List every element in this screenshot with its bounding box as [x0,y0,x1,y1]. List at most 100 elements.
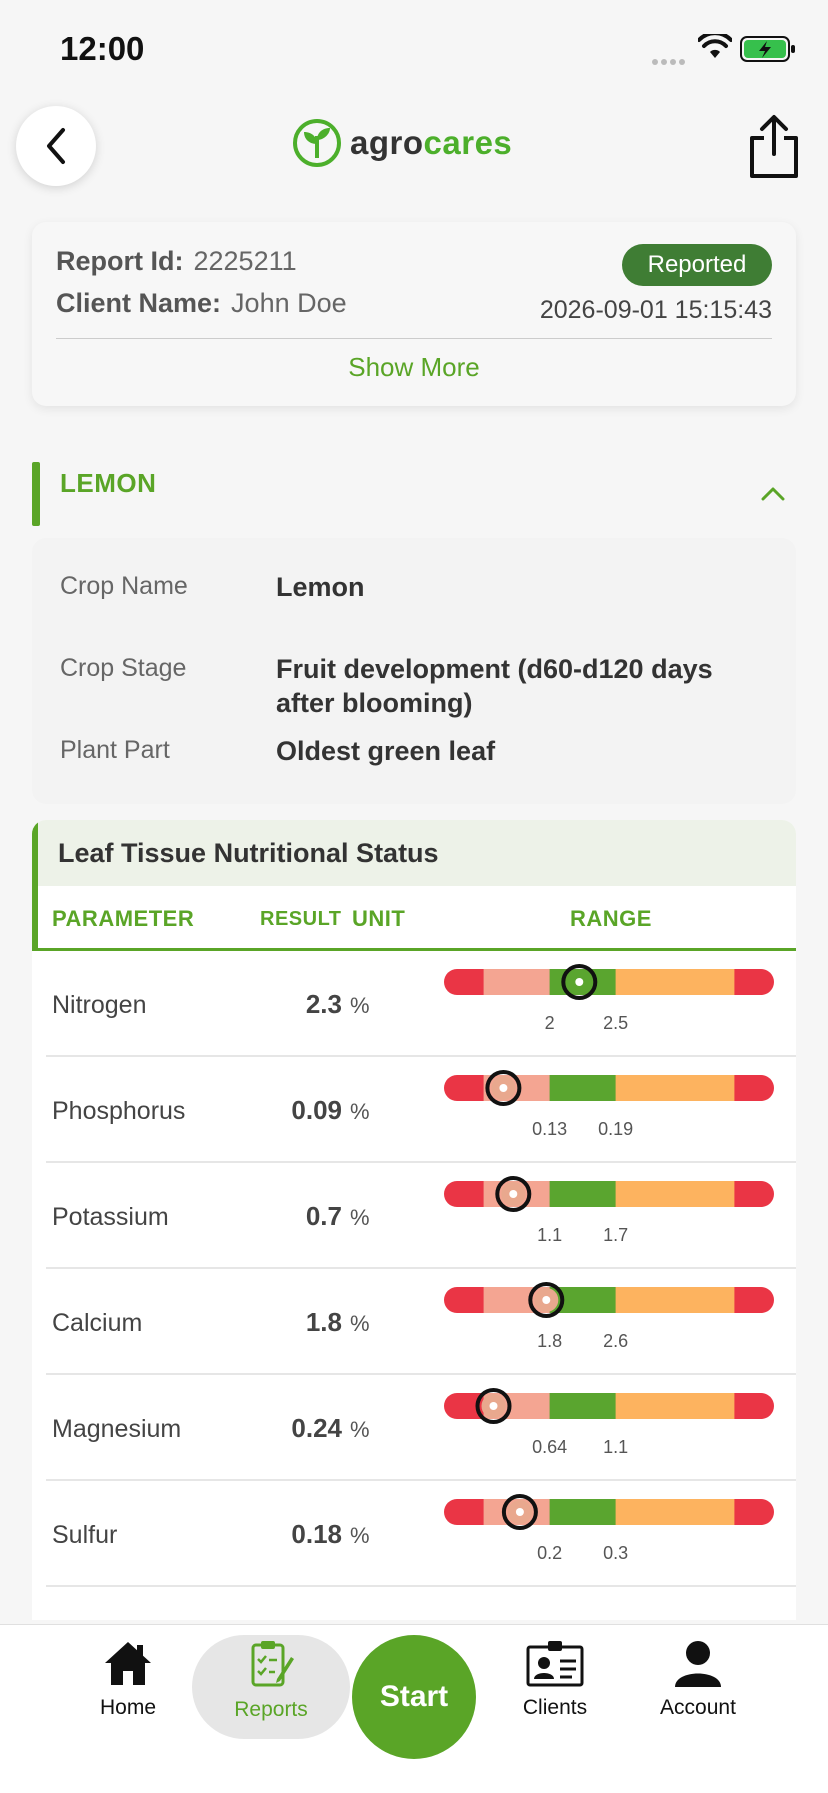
parameter-name: Sulfur [52,1521,118,1549]
parameter-row: Sulfur 0.18% 0.2 0.3 [32,1481,796,1587]
range-bar [444,1494,774,1530]
column-header-unit: UNIT [352,906,406,931]
range-very-low [444,1075,485,1101]
range-high-bound: 1.1 [603,1437,629,1457]
value-marker [561,964,598,1000]
client-name-value: John Doe [231,288,347,318]
range-very-high [734,1181,774,1207]
value-marker-dot [489,1402,498,1410]
range-high [615,1181,735,1207]
row-divider [46,1585,796,1587]
account-icon [675,1641,721,1687]
crop-section-header[interactable]: LEMON [32,462,796,526]
range-optimal [549,1181,617,1207]
client-name-label: Client Name: [56,288,222,318]
parameter-unit: % [350,993,370,1018]
chevron-up-icon[interactable] [760,484,786,502]
nav-clients[interactable]: Clients [495,1639,615,1720]
nutritional-status-title: Leaf Tissue Nutritional Status [58,838,439,868]
parameter-name: Magnesium [52,1415,182,1443]
range-high [615,1075,735,1101]
crop-stage-value: Fruit development (d60-d120 days after b… [276,654,713,718]
range-low-bound: 0.13 [532,1119,568,1139]
row-divider [46,1267,796,1269]
parameter-result: 0.18 [291,1519,342,1549]
crop-details-card: Crop Name Lemon Crop Stage Fruit develop… [32,538,796,804]
value-marker [495,1176,532,1212]
range-very-low [444,1287,485,1313]
range-low-bound: 0.64 [532,1437,568,1457]
column-header-range: RANGE [570,906,652,931]
parameter-result: 0.7 [305,1201,342,1231]
show-more-link[interactable]: Show More [348,352,480,382]
section-accent-bar [32,820,38,948]
reports-icon [251,1641,294,1687]
app-header: agrocares [0,100,828,196]
back-button[interactable] [16,106,96,186]
battery-charging-icon [740,36,795,62]
status-time: 12:00 [60,30,145,67]
header-rule [32,948,796,951]
range-bar [444,1282,774,1318]
row-divider [46,1479,796,1481]
range-very-high [734,1393,774,1419]
parameter-row: Nitrogen 2.3% 2 2.5 [32,951,796,1057]
range-very-high [734,1075,774,1101]
parameter-name: Phosphorus [52,1097,186,1125]
range-high [615,1393,735,1419]
brand-suffix: cares [423,124,513,161]
crop-section-title: LEMON [60,468,157,498]
range-high [615,1287,735,1313]
parameter-result: 1.8 [305,1307,342,1337]
nav-account[interactable]: Account [638,1639,758,1720]
nav-home-label: Home [99,1696,157,1719]
nav-home[interactable]: Home [68,1639,188,1720]
row-divider [46,1373,796,1375]
range-low-bound: 1.1 [537,1225,563,1245]
parameter-row: Phosphorus 0.09% 0.13 0.19 [32,1057,796,1163]
value-marker [475,1388,512,1424]
range-low [483,969,551,995]
start-button[interactable]: Start [352,1635,476,1759]
range-optimal [549,1499,617,1525]
parameter-unit: % [350,1205,370,1230]
range-low-bound: 0.2 [537,1543,563,1563]
value-marker [501,1494,538,1530]
nav-reports-highlight [192,1635,350,1739]
plant-part-value: Oldest green leaf [276,736,496,766]
report-summary-card: Report Id: 2225211 Client Name: John Doe R… [32,222,796,406]
range-bar [444,1176,774,1212]
chevron-left-icon [47,128,65,164]
range-very-high [734,1287,774,1313]
share-icon[interactable] [744,112,804,180]
range-high-bound: 2.5 [603,1013,629,1033]
parameter-row: Potassium 0.7% 1.1 1.7 [32,1163,796,1269]
status-badge: Reported [622,244,772,286]
crop-stage-label: Crop Stage [60,654,187,682]
value-marker [528,1282,565,1318]
row-divider [46,1055,796,1057]
parameter-name: Nitrogen [52,991,147,1019]
nav-reports[interactable]: Reports [211,1639,331,1722]
parameter-name: Calcium [52,1309,143,1337]
range-optimal [549,1075,617,1101]
range-high [615,1499,735,1525]
report-id-line: Report Id: 2225211 [56,246,297,277]
range-low-bound: 2 [544,1013,555,1033]
parameter-row: Magnesium 0.24% 0.64 1.1 [32,1375,796,1481]
parameter-unit: % [350,1523,370,1548]
parameter-result: 0.09 [291,1095,342,1125]
divider [56,338,772,339]
range-high-bound: 1.7 [603,1225,629,1245]
bottom-navigation: Home Reports Start Clients Account [0,1624,828,1793]
range-bar [444,1388,774,1424]
section-accent-bar [32,462,40,526]
brand-prefix: agro [350,124,424,161]
id-card-icon [526,1641,584,1687]
parameter-row: Calcium 1.8% 1.8 2.6 [32,1269,796,1375]
value-marker-dot [515,1508,524,1516]
crop-name-label: Crop Name [60,572,188,600]
value-marker [485,1070,522,1106]
parameter-unit: % [350,1099,370,1124]
plant-part-label: Plant Part [60,736,170,764]
